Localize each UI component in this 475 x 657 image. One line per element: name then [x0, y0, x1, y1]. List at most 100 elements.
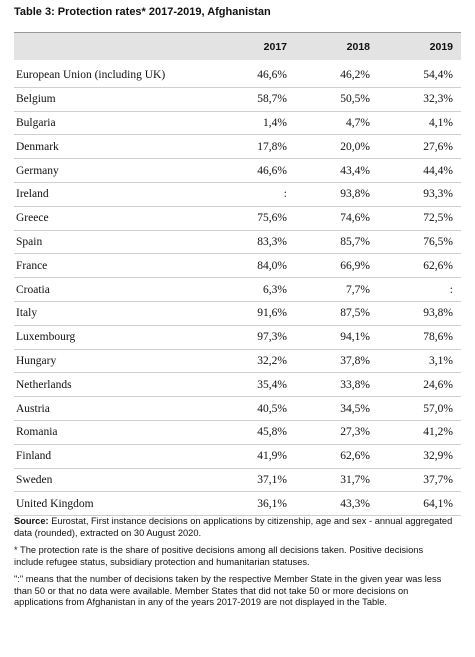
column-header: 2018 [295, 32, 378, 60]
table-row: Greece 75,6% 74,6% 72,5% [14, 206, 461, 231]
table-row: Austria 40,5% 34,5% 57,0% [14, 396, 461, 421]
rate-cell: 87,5% [295, 301, 378, 326]
rate-cell: 76,5% [378, 230, 461, 255]
rate-cell: 1,4% [212, 111, 295, 136]
rate-cell: 44,4% [378, 158, 461, 183]
table-row: Romania 45,8% 27,3% 41,2% [14, 420, 461, 445]
country-cell: Belgium [14, 87, 212, 112]
header-cell [14, 32, 212, 60]
rate-cell: 66,9% [295, 253, 378, 279]
rate-cell: 97,3% [212, 325, 295, 350]
rate-cell: 94,1% [295, 325, 378, 350]
table-row: Luxembourg 97,3% 94,1% 78,6% [14, 325, 461, 350]
table-row: Netherlands 35,4% 33,8% 24,6% [14, 372, 461, 398]
table-row: Spain 83,3% 85,7% 76,5% [14, 230, 461, 255]
column-header: 2019 [378, 32, 461, 60]
rate-cell: 50,5% [295, 87, 378, 112]
rate-cell: 93,8% [378, 301, 461, 326]
notes: Source: Eurostat, First instance decisio… [14, 516, 454, 615]
rate-cell: 7,7% [295, 277, 378, 302]
rate-cell: 91,6% [212, 301, 295, 326]
rate-cell: 58,7% [212, 87, 295, 112]
rate-cell: 33,8% [295, 372, 378, 398]
footnote: ":" means that the number of decisions t… [14, 574, 442, 607]
rate-cell: 27,6% [378, 134, 461, 160]
column-header: 2017 [212, 32, 295, 60]
table-row: France 84,0% 66,9% 62,6% [14, 253, 461, 279]
country-cell: Austria [14, 396, 212, 421]
country-cell: Finland [14, 444, 212, 469]
country-cell: European Union (including UK) [14, 60, 212, 88]
table-row: Bulgaria 1,4% 4,7% 4,1% [14, 111, 461, 136]
rate-cell: 93,8% [295, 182, 378, 207]
country-cell: United Kingdom [14, 491, 212, 517]
rate-cell: 31,7% [295, 468, 378, 493]
country-cell: Romania [14, 420, 212, 445]
table-row: United Kingdom 36,1% 43,3% 64,1% [14, 491, 461, 517]
country-cell: Croatia [14, 277, 212, 302]
country-cell: Greece [14, 206, 212, 231]
rate-cell: 43,3% [295, 491, 378, 517]
rate-cell: 37,7% [378, 468, 461, 493]
source-label: Source: [14, 516, 49, 526]
header-row: 2017 2018 2019 [14, 32, 461, 60]
table-row: European Union (including UK) 46,6% 46,2% 5… [14, 60, 461, 88]
rate-cell: 37,8% [295, 349, 378, 374]
country-cell: Sweden [14, 468, 212, 493]
rate-cell: 17,8% [212, 134, 295, 160]
rate-cell: 75,6% [212, 206, 295, 231]
rate-cell: 41,9% [212, 444, 295, 469]
country-cell: Bulgaria [14, 111, 212, 136]
table-row: Sweden 37,1% 31,7% 37,7% [14, 468, 461, 493]
rate-cell: 43,4% [295, 158, 378, 183]
rate-cell: 62,6% [295, 444, 378, 469]
rate-cell: 24,6% [378, 372, 461, 398]
rate-cell: 46,6% [212, 60, 295, 88]
rate-cell: 32,2% [212, 349, 295, 374]
table-row: Finland 41,9% 62,6% 32,9% [14, 444, 461, 469]
rate-cell: : [378, 277, 461, 302]
country-cell: Spain [14, 230, 212, 255]
table-row: Italy 91,6% 87,5% 93,8% [14, 301, 461, 326]
rate-cell: 72,5% [378, 206, 461, 231]
rate-cell: 46,6% [212, 158, 295, 183]
rate-cell: 62,6% [378, 253, 461, 279]
country-cell: Italy [14, 301, 212, 326]
table-row: Belgium 58,7% 50,5% 32,3% [14, 87, 461, 112]
table: 2017 2018 2019 European Union (including U… [14, 32, 461, 517]
rate-cell: 83,3% [212, 230, 295, 255]
country-cell: Netherlands [14, 372, 212, 398]
rate-cell: 93,3% [378, 182, 461, 207]
table-row: Ireland:93,8% 93,3% [14, 182, 461, 207]
rate-cell: 40,5% [212, 396, 295, 421]
rate-cell: 64,1% [378, 491, 461, 517]
rate-cell: 84,0% [212, 253, 295, 279]
rate-cell: 37,1% [212, 468, 295, 493]
country-cell: France [14, 253, 212, 279]
table-row: Germany 46,6% 43,4% 44,4% [14, 158, 461, 183]
rate-cell: 34,5% [295, 396, 378, 421]
rate-cell: 74,6% [295, 206, 378, 231]
country-cell: Germany [14, 158, 212, 183]
rate-cell: : [212, 182, 295, 207]
rate-cell: 85,7% [295, 230, 378, 255]
rate-cell: 78,6% [378, 325, 461, 350]
rate-cell: 41,2% [378, 420, 461, 445]
table-row: Hungary 32,2% 37,8% 3,1% [14, 349, 461, 374]
rate-cell: 6,3% [212, 277, 295, 302]
rate-cell: 57,0% [378, 396, 461, 421]
country-cell: Hungary [14, 349, 212, 374]
rate-cell: 4,7% [295, 111, 378, 136]
rate-cell: 3,1% [378, 349, 461, 374]
rate-cell: 27,3% [295, 420, 378, 445]
rate-cell: 45,8% [212, 420, 295, 445]
rate-cell: 36,1% [212, 491, 295, 517]
footnote: * The protection rate is the share of po… [14, 545, 424, 567]
rate-cell: 46,2% [295, 60, 378, 88]
country-cell: Ireland [14, 182, 212, 207]
rate-cell: 32,3% [378, 87, 461, 112]
source: Source: Eurostat, First instance decisio… [14, 516, 454, 539]
country-cell: Denmark [14, 134, 212, 160]
source-text: Eurostat, First instance decisions on ap… [14, 516, 453, 538]
